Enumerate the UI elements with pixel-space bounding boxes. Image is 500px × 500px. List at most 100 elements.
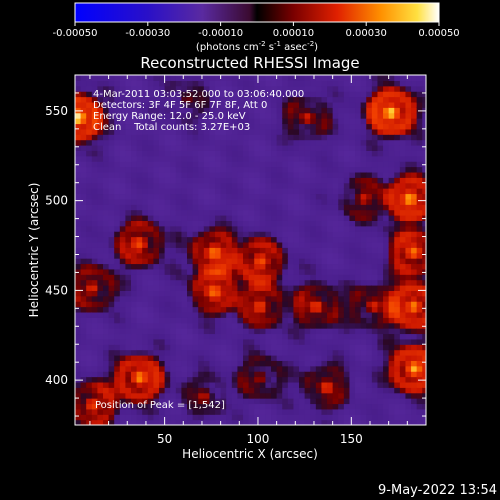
- heatmap-cell: [108, 177, 115, 184]
- heatmap-cell: [332, 112, 339, 119]
- heatmap-cell: [170, 91, 177, 98]
- heatmap-cell: [226, 107, 233, 114]
- heatmap-cell: [153, 75, 160, 81]
- heatmap-cell: [192, 360, 199, 367]
- heatmap-cell: [147, 241, 155, 248]
- heatmap-cell: [332, 392, 339, 399]
- heatmap-cell: [338, 355, 345, 361]
- heatmap-cell: [271, 107, 278, 114]
- heatmap-cell: [142, 231, 149, 238]
- heatmap-cell: [349, 75, 356, 81]
- heatmap-cell: [142, 263, 149, 270]
- heatmap-cell: [170, 85, 177, 92]
- heatmap-cell: [343, 290, 351, 297]
- heatmap-cell: [271, 274, 278, 281]
- heatmap-cell: [175, 75, 183, 81]
- heatmap-cell: [315, 75, 323, 81]
- heatmap-cell: [411, 274, 418, 281]
- heatmap-cell: [97, 295, 104, 302]
- heatmap-cell: [187, 161, 194, 168]
- heatmap-cell: [181, 392, 188, 399]
- heatmap-cell: [310, 403, 317, 410]
- heatmap-cell: [80, 188, 87, 195]
- heatmap-cell: [159, 101, 166, 108]
- heatmap-cell: [86, 414, 93, 421]
- heatmap-cell: [187, 268, 194, 275]
- heatmap-cell: [321, 290, 328, 297]
- heatmap-cell: [405, 166, 412, 173]
- heatmap-cell: [366, 258, 373, 265]
- heatmap-cell: [259, 231, 267, 238]
- heatmap-cell: [91, 118, 98, 125]
- heatmap-cell: [377, 338, 384, 345]
- heatmap-cell: [254, 188, 261, 195]
- heatmap-cell: [209, 101, 216, 108]
- heatmap-cell: [86, 96, 93, 103]
- heatmap-cell: [377, 241, 384, 248]
- heatmap-cell: [86, 252, 93, 259]
- heatmap-cell: [91, 317, 98, 324]
- heatmap-cell: [371, 365, 379, 372]
- heatmap-cell: [321, 236, 328, 243]
- heatmap-cell: [108, 128, 115, 135]
- heatmap-cell: [383, 268, 390, 275]
- heatmap-cell: [411, 161, 418, 168]
- heatmap-cell: [360, 392, 367, 399]
- heatmap-cell: [265, 295, 272, 302]
- heatmap-cell: [388, 295, 395, 302]
- heatmap-cell: [86, 301, 93, 308]
- heatmap-cell: [287, 322, 295, 329]
- heatmap-cell: [315, 408, 323, 415]
- heatmap-cell: [377, 365, 384, 372]
- heatmap-cell: [349, 365, 356, 372]
- heatmap-cell: [159, 198, 166, 205]
- heatmap-cell: [383, 360, 390, 367]
- heatmap-cell: [304, 414, 311, 421]
- heatmap-cell: [310, 198, 317, 205]
- heatmap-cell: [349, 204, 356, 211]
- heatmap-cell: [254, 123, 261, 130]
- heatmap-cell: [315, 317, 323, 324]
- heatmap-cell: [388, 85, 395, 92]
- heatmap-cell: [203, 161, 211, 168]
- heatmap-cell: [147, 252, 155, 259]
- heatmap-cell: [411, 279, 418, 286]
- heatmap-cell: [265, 381, 272, 388]
- heatmap-cell: [175, 123, 183, 130]
- heatmap-cell: [287, 274, 295, 281]
- heatmap-cell: [327, 355, 334, 361]
- heatmap-cell: [131, 231, 138, 238]
- heatmap-cell: [220, 328, 227, 335]
- heatmap-cell: [91, 134, 98, 141]
- heatmap-cell: [108, 139, 115, 146]
- heatmap-cell: [310, 371, 317, 378]
- heatmap-cell: [271, 285, 278, 291]
- heatmap-cell: [125, 333, 132, 340]
- heatmap-cell: [388, 123, 395, 130]
- heatmap-cell: [310, 171, 317, 178]
- heatmap-cell: [75, 349, 82, 356]
- heatmap-cell: [147, 128, 155, 135]
- heatmap-cell: [321, 166, 328, 173]
- heatmap-cell: [75, 193, 82, 200]
- heatmap-cell: [248, 80, 255, 87]
- heatmap-cell: [349, 241, 356, 248]
- heatmap-cell: [226, 263, 233, 270]
- heatmap-cell: [243, 274, 250, 281]
- heatmap-cell: [265, 263, 272, 270]
- heatmap-cell: [349, 107, 356, 114]
- heatmap-cell: [91, 371, 98, 378]
- heatmap-cell: [192, 128, 199, 135]
- heatmap-cell: [187, 392, 194, 399]
- heatmap-cell: [119, 408, 127, 415]
- heatmap-cell: [192, 231, 199, 238]
- heatmap-cell: [310, 215, 317, 221]
- heatmap-cell: [237, 85, 244, 92]
- heatmap-cell: [321, 285, 328, 291]
- heatmap-cell: [237, 215, 244, 221]
- heatmap-cell: [416, 419, 423, 425]
- heatmap-cell: [310, 414, 317, 421]
- heatmap-cell: [220, 349, 227, 356]
- heatmap-cell: [198, 355, 205, 361]
